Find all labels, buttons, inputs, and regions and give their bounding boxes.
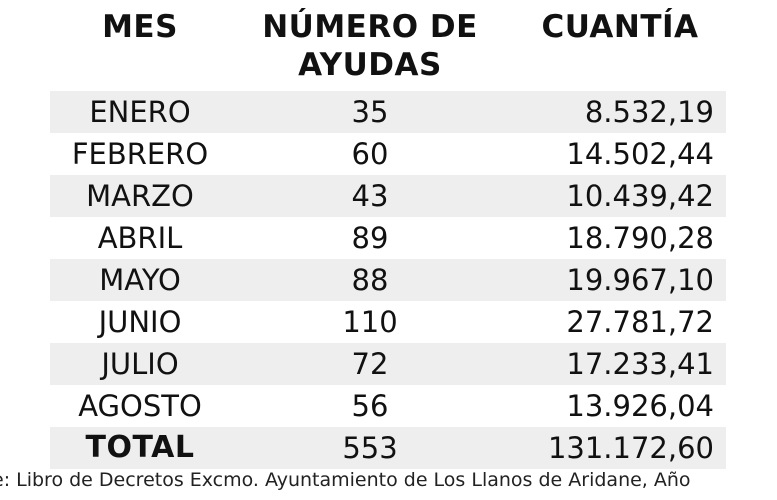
table-row: JUNIO 110 27.781,72 bbox=[50, 301, 726, 343]
total-label: TOTAL bbox=[85, 430, 195, 465]
cell-numero: 72 bbox=[351, 347, 389, 381]
table-row: ABRIL 89 18.790,28 bbox=[50, 217, 726, 259]
cell-cuantia: 27.781,72 bbox=[566, 305, 714, 339]
table-row: AGOSTO 56 13.926,04 bbox=[50, 385, 726, 427]
cell-numero: 110 bbox=[342, 305, 398, 339]
cell-numero: 88 bbox=[351, 263, 389, 297]
cell-numero: 60 bbox=[351, 137, 389, 171]
cell-mes: MARZO bbox=[86, 179, 194, 213]
header-cuantia: CUANTÍA bbox=[541, 9, 699, 45]
source-caption: e: Libro de Decretos Excmo. Ayuntamiento… bbox=[0, 469, 691, 491]
cell-mes: ABRIL bbox=[97, 221, 183, 255]
cell-mes: FEBRERO bbox=[71, 137, 209, 171]
total-numero: 553 bbox=[342, 431, 398, 465]
cell-cuantia: 17.233,41 bbox=[566, 347, 714, 381]
cell-cuantia: 13.926,04 bbox=[566, 389, 714, 423]
table-header: MES NÚMERO DE AYUDAS CUANTÍA bbox=[50, 8, 730, 88]
aid-table: ENERO 35 8.532,19 FEBRERO 60 14.502,44 M… bbox=[50, 91, 726, 469]
cell-numero: 35 bbox=[351, 95, 389, 129]
table-row: MAYO 88 19.967,10 bbox=[50, 259, 726, 301]
cell-mes: JUNIO bbox=[98, 305, 182, 339]
header-mes: MES bbox=[102, 9, 178, 45]
cell-numero: 43 bbox=[351, 179, 389, 213]
header-numero-ayudas: NÚMERO DE AYUDAS bbox=[262, 9, 478, 83]
cell-mes: MAYO bbox=[99, 263, 181, 297]
cell-cuantia: 14.502,44 bbox=[566, 137, 714, 171]
cell-cuantia: 8.532,19 bbox=[584, 95, 714, 129]
cell-numero: 89 bbox=[351, 221, 389, 255]
cell-cuantia: 18.790,28 bbox=[566, 221, 714, 255]
cell-cuantia: 19.967,10 bbox=[566, 263, 714, 297]
table-total-row: TOTAL 553 131.172,60 bbox=[50, 427, 726, 469]
cell-numero: 56 bbox=[351, 389, 389, 423]
total-cuantia: 131.172,60 bbox=[547, 431, 714, 465]
table-row: FEBRERO 60 14.502,44 bbox=[50, 133, 726, 175]
table-row: ENERO 35 8.532,19 bbox=[50, 91, 726, 133]
table-row: JULIO 72 17.233,41 bbox=[50, 343, 726, 385]
cell-cuantia: 10.439,42 bbox=[566, 179, 714, 213]
cell-mes: JULIO bbox=[101, 347, 179, 381]
cell-mes: ENERO bbox=[89, 95, 191, 129]
cell-mes: AGOSTO bbox=[78, 389, 202, 423]
table-row: MARZO 43 10.439,42 bbox=[50, 175, 726, 217]
